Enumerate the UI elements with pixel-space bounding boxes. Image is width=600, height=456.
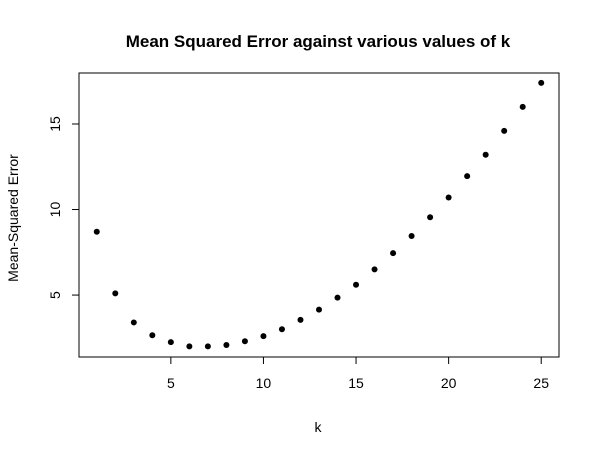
x-tick-label: 5: [167, 375, 175, 391]
data-point: [334, 294, 341, 301]
chart-title: Mean Squared Error against various value…: [126, 32, 511, 51]
y-tick-label: 5: [47, 291, 63, 299]
x-tick-label: 10: [256, 375, 272, 391]
data-point: [241, 338, 248, 345]
data-point: [260, 333, 267, 340]
data-point: [519, 103, 526, 110]
plot-frame: [78, 72, 560, 358]
data-point: [204, 343, 211, 350]
data-point: [167, 339, 174, 346]
data-point: [353, 281, 360, 288]
data-point: [408, 233, 415, 240]
data-point: [316, 306, 322, 313]
data-point: [149, 332, 156, 339]
data-points: [93, 79, 545, 350]
y-axis: 5 10 15: [47, 116, 80, 299]
y-tick-label: 15: [47, 116, 63, 132]
data-point: [93, 228, 100, 235]
data-point: [223, 342, 230, 349]
data-point: [278, 326, 285, 333]
data-point: [501, 127, 508, 134]
x-tick-label: 15: [348, 375, 364, 391]
data-point: [482, 151, 489, 158]
y-tick-label: 10: [47, 202, 63, 218]
x-tick-label: 25: [533, 375, 549, 391]
data-point: [390, 250, 397, 257]
data-point: [464, 173, 471, 180]
x-tick-label: 20: [441, 375, 457, 391]
y-axis-label: Mean-Squared Error: [5, 154, 21, 282]
data-point: [445, 194, 452, 201]
data-point: [538, 79, 545, 86]
data-point: [112, 290, 119, 297]
data-point: [371, 266, 378, 273]
x-axis: 5 10 15 20 25: [167, 356, 549, 391]
data-point: [297, 316, 304, 323]
data-point: [186, 343, 193, 350]
data-point: [130, 319, 137, 326]
x-axis-label: k: [315, 419, 323, 435]
data-point: [427, 214, 434, 221]
